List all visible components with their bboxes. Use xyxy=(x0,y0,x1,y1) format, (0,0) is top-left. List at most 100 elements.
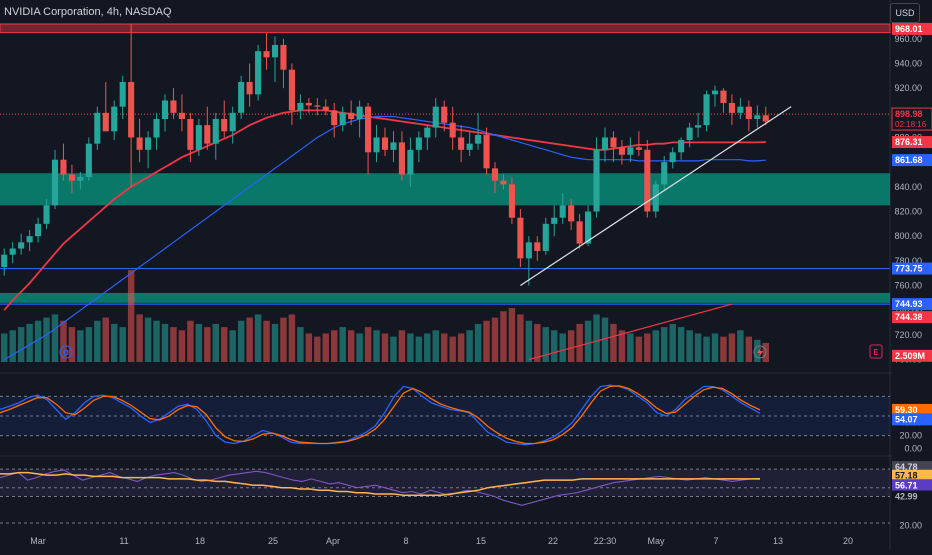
time-axis-tick: 18 xyxy=(195,536,205,546)
candle-body xyxy=(94,112,101,144)
candle-body xyxy=(525,242,532,259)
price-label-box xyxy=(892,403,932,416)
volume-bar xyxy=(694,333,702,362)
price-axis-tick: 780.00 xyxy=(894,256,922,266)
dividend-marker-label: D xyxy=(63,349,69,358)
volume-bar xyxy=(559,333,566,362)
volume-bar xyxy=(161,323,169,362)
volume-bar xyxy=(407,333,414,362)
candle-body xyxy=(1,254,8,268)
price-axis-tick: 840.00 xyxy=(894,182,922,192)
price-label-box xyxy=(892,413,932,426)
candle-body xyxy=(9,248,16,255)
time-axis-tick: Apr xyxy=(326,536,340,546)
candle-body xyxy=(111,106,118,132)
candle-body xyxy=(398,142,405,175)
price-label-box xyxy=(892,298,932,311)
candle-body xyxy=(195,125,202,150)
volume-bar xyxy=(356,333,363,362)
volume-bar xyxy=(204,327,211,362)
candle-body xyxy=(449,122,456,138)
stochastic-value-label: 54.07 xyxy=(895,414,918,424)
volume-bar xyxy=(728,333,736,362)
price-axis-tick: 740.00 xyxy=(894,305,922,315)
price-axis-tick: 820.00 xyxy=(894,207,922,217)
volume-bar xyxy=(43,317,50,362)
candle-body xyxy=(678,139,685,153)
volume-bar xyxy=(221,327,228,362)
volume-bar xyxy=(297,327,304,362)
currency-button[interactable]: USD xyxy=(890,3,920,23)
resistance-zone xyxy=(0,23,891,34)
candle-body xyxy=(669,152,676,163)
candle-body xyxy=(500,180,507,185)
price-label-box xyxy=(892,311,932,324)
price-label-box xyxy=(891,107,932,131)
rsi-line xyxy=(0,469,761,506)
candle-body xyxy=(314,105,321,107)
volume-bar xyxy=(415,336,423,362)
alert-bolt-icon xyxy=(753,345,767,359)
volume-bar xyxy=(271,323,279,362)
candle-body xyxy=(161,100,169,119)
volume-bar xyxy=(466,330,473,362)
volume-bar xyxy=(686,330,693,362)
candle-body xyxy=(68,174,75,181)
candle-body xyxy=(297,102,304,111)
volume-bar xyxy=(288,314,296,362)
candle-body xyxy=(77,176,84,181)
volume-bar xyxy=(703,336,710,362)
time-axis-tick: 13 xyxy=(773,536,783,546)
candle-body xyxy=(754,115,761,119)
volume-bar xyxy=(373,330,380,362)
volume-bar xyxy=(491,317,499,362)
price-label-box xyxy=(892,262,932,275)
candle-body xyxy=(441,106,448,123)
candle-body xyxy=(170,100,177,113)
earnings-marker-label: E xyxy=(873,348,879,357)
volume-bar xyxy=(525,320,533,362)
volume-bar xyxy=(432,330,439,362)
volume-bar xyxy=(474,323,482,362)
time-axis-tick: 20 xyxy=(843,536,853,546)
volume-bar xyxy=(212,323,219,362)
candle-body xyxy=(407,149,414,175)
candle-body xyxy=(255,51,262,95)
volume-bar xyxy=(720,336,727,362)
volume-bar xyxy=(60,320,67,362)
rsi-ma-line xyxy=(0,471,761,497)
volume-bar xyxy=(77,330,84,362)
volume-bar xyxy=(398,330,406,362)
volume-bar xyxy=(254,314,262,362)
candle-body xyxy=(601,137,609,150)
candle-body xyxy=(610,137,617,148)
candle-body xyxy=(153,118,160,138)
trendline-red xyxy=(528,303,733,361)
volume-bar xyxy=(737,330,744,362)
price-label-box xyxy=(892,479,932,492)
volume-bar xyxy=(483,320,490,362)
price-label-box xyxy=(892,490,932,503)
candle-body xyxy=(745,106,752,119)
volume-bar xyxy=(136,314,143,362)
volume-bar xyxy=(305,333,313,362)
countdown-label: 02:18:16 xyxy=(895,120,927,129)
price-axis-tick: 720.00 xyxy=(894,330,922,340)
candle-body xyxy=(635,147,642,150)
volume-bar xyxy=(170,327,177,362)
volume-bar xyxy=(339,327,346,362)
volume-bar xyxy=(500,311,507,362)
volume-bar xyxy=(127,270,135,362)
volume-bar xyxy=(26,323,33,362)
volume-bar xyxy=(1,333,8,362)
price-label: 744.93 xyxy=(895,299,923,309)
candle-body xyxy=(136,137,143,150)
volume-bar xyxy=(51,314,59,362)
volume-bar xyxy=(593,314,600,362)
candle-body xyxy=(466,143,473,150)
price-label: 773.75 xyxy=(895,264,923,274)
volume-bar xyxy=(381,333,389,362)
symbol-title: NVIDIA Corporation, 4h, NASDAQ xyxy=(4,6,172,18)
